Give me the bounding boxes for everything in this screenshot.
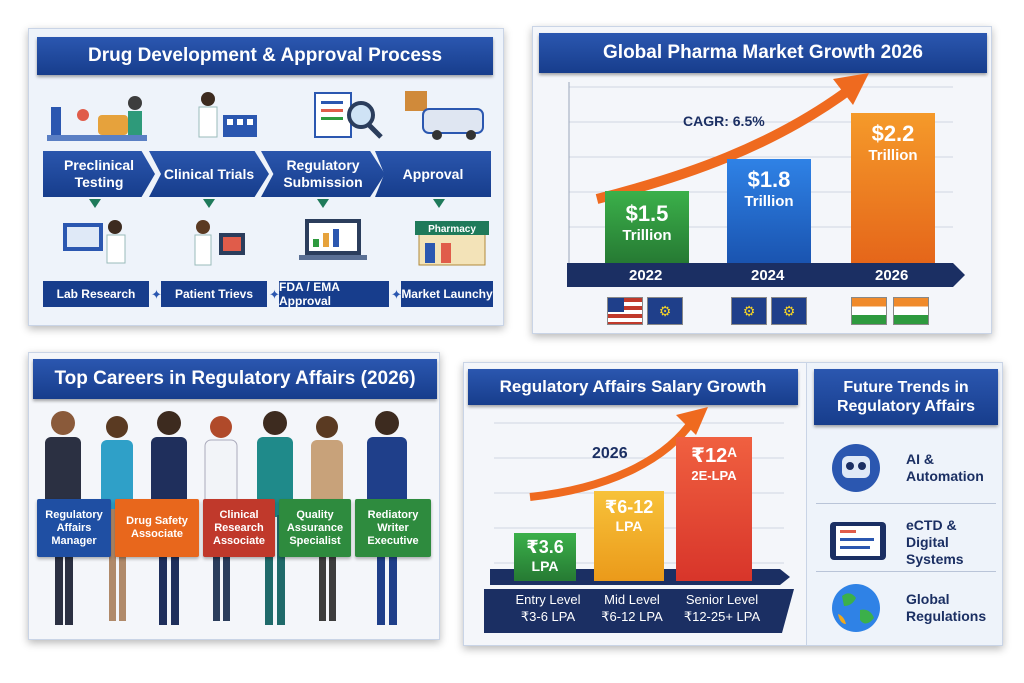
level-base [484, 589, 794, 633]
down-arrow-icon [317, 199, 329, 208]
sparkle-icon: ✦ [269, 287, 280, 302]
role-regulatory-writer-executive: Rediatory Writer Executive [355, 499, 431, 557]
growth-arrow-icon [529, 416, 698, 501]
pharmacy-sign: Pharmacy [428, 224, 476, 235]
careers-panel: Top Careers in Regulatory Affairs (2026) [28, 352, 440, 640]
market-title: Global Pharma Market Growth 2026 [539, 33, 987, 73]
salary-bar-entry: ₹3.6 LPA [514, 533, 576, 581]
sparkle-icon: ✦ [391, 287, 402, 302]
person-icon [311, 416, 343, 621]
year-2022: 2022 [629, 267, 663, 284]
flag-india-icon [851, 297, 887, 325]
level-mid: Mid Level ₹6-12 LPA [601, 592, 663, 624]
sparkle-icon: ✦ [151, 287, 162, 302]
delivery-van-icon [405, 91, 484, 140]
trend-ectd: eCTD & Digital Systems [810, 509, 1002, 575]
person-icon [101, 416, 133, 621]
year-2026: 2026 [875, 267, 909, 284]
timeline-bar [567, 263, 965, 287]
flag-eu-icon: ⚙ [771, 297, 807, 325]
person-icon [45, 411, 81, 625]
person-icon [204, 416, 238, 621]
market-bar-2024: $1.8 Trillion [727, 159, 811, 263]
step-illustrations: Pharmacy [63, 219, 489, 266]
role-quality-assurance-specialist: Quality Assurance Specialist [279, 499, 351, 557]
growth-arrow-icon [595, 82, 856, 204]
trends-title: Future Trends in Regulatory Affairs [814, 369, 998, 425]
careers-title: Top Careers in Regulatory Affairs (2026) [33, 359, 437, 399]
trend-label: eCTD & Digital Systems [906, 516, 964, 567]
step-patient-trials: Patient Trievs [161, 281, 267, 307]
stage-clinical-trials: Clinical Trials [149, 151, 269, 197]
level-entry: Entry Level ₹3-6 LPA [515, 592, 581, 624]
stage-preclinical: Preclinical Testing [43, 151, 155, 197]
level-senior: Senior Level ₹12-25+ LPA [683, 592, 761, 624]
market-panel: Global Pharma Market Growth 2026 CAGR: 6… [532, 26, 992, 334]
person-icon [151, 411, 187, 625]
flag-usa-icon [607, 297, 643, 325]
role-regulatory-affairs-manager: Regulatory Affairs Manager [37, 499, 111, 557]
flag-eu-icon: ⚙ [731, 297, 767, 325]
down-arrow-icon [433, 199, 445, 208]
robot-icon [832, 444, 880, 492]
salary-title: Regulatory Affairs Salary Growth [468, 369, 798, 405]
person-icon [367, 411, 407, 625]
stage-regulatory-submission: Regulatory Submission [261, 151, 385, 197]
role-drug-safety-associate: Drug Safety Associate [115, 499, 199, 557]
market-bar-2026: $2.2 Trillion [851, 113, 935, 263]
professionals-illustration [45, 411, 407, 625]
pharmacy-icon: Pharmacy [415, 221, 489, 266]
year-2024: 2024 [751, 267, 785, 284]
lab-icon [47, 96, 147, 141]
trend-global-regulations: Global Regulations [810, 575, 1002, 641]
flag-india-icon [893, 297, 929, 325]
market-bar-2022: $1.5 Trillion [605, 191, 689, 263]
trend-label: Global Regulations [906, 591, 987, 624]
salary-bar-senior: ₹12ᴬ 2E-LPA [676, 437, 752, 581]
doctor-icon [198, 92, 257, 138]
step-lab-research: Lab Research [43, 281, 149, 307]
document-magnifier-icon [314, 92, 383, 139]
salary-panel: Regulatory Affairs Salary Growth 2026 ₹3… [463, 362, 1003, 646]
process-illustrations [47, 91, 484, 141]
salary-year: 2026 [592, 445, 628, 462]
trend-ai-automation: AI & Automation [810, 435, 1002, 501]
cagr-label: CAGR: 6.5% [683, 113, 765, 129]
step-market-launch: Market Launchy [401, 281, 493, 307]
flag-eu-icon: ⚙ [647, 297, 683, 325]
person-icon [257, 411, 293, 625]
market-chart [567, 73, 965, 287]
laptop-chart-icon [299, 219, 367, 260]
divider [816, 503, 996, 504]
divider [816, 571, 996, 572]
process-title: Drug Development & Approval Process [37, 37, 493, 75]
globe-icon [832, 584, 880, 632]
patient-icon [194, 220, 245, 266]
computer-lab-icon [63, 220, 126, 264]
process-panel: Drug Development & Approval Process [28, 28, 504, 326]
step-fda-ema-approval: FDA / EMA Approval [279, 280, 389, 308]
monitor-document-icon [830, 522, 886, 560]
down-arrow-icon [89, 199, 101, 208]
down-arrow-icon [203, 199, 215, 208]
stage-approval: Approval [375, 151, 491, 197]
trend-label: AI & Automation [906, 451, 984, 484]
salary-bar-mid: ₹6-12 LPA [594, 491, 664, 581]
role-clinical-research-associate: Clinical Research Associate [203, 499, 275, 557]
